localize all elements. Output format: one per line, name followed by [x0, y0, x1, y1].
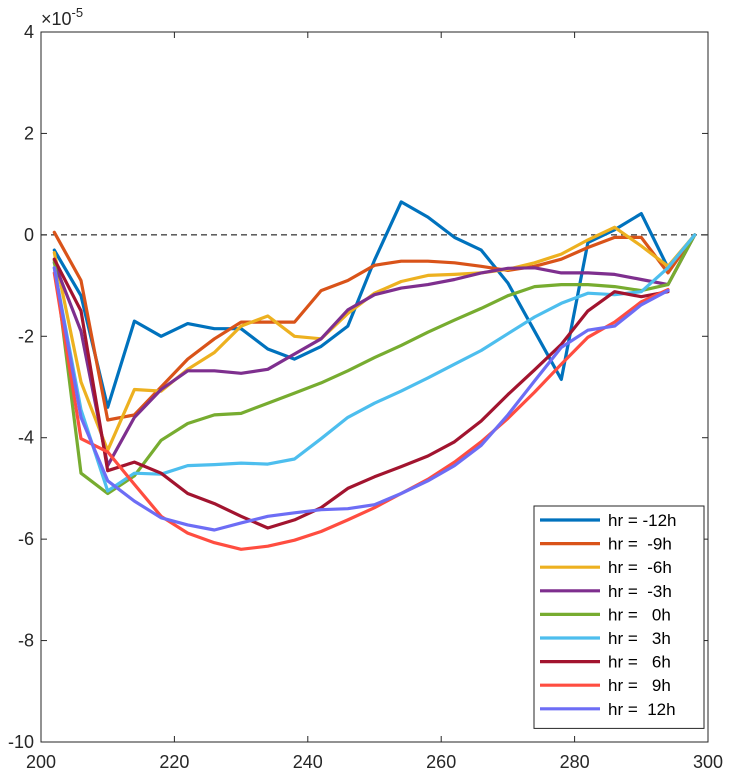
series-line-8 — [52, 266, 670, 532]
series-lines — [52, 200, 697, 551]
y-tick-label: 2 — [24, 123, 34, 143]
y-axis: -10 -8 -6 -4 -2 0 2 4 — [8, 22, 708, 752]
y-tick-label: -8 — [18, 631, 34, 651]
legend: hr = -12h hr = -9h hr = -6h hr = -3h hr = 0h… — [533, 505, 705, 729]
series-line-7 — [52, 271, 670, 551]
legend-label-6: hr = 6h — [608, 653, 671, 672]
series-line-3 — [52, 233, 697, 468]
y-axis-exponent: ×10-5 — [41, 5, 83, 29]
x-tick-label: 300 — [693, 752, 723, 772]
x-axis: 200 220 240 260 280 300 — [26, 32, 723, 772]
y-tick-label: -2 — [18, 326, 34, 346]
legend-label-7: hr = 9h — [608, 676, 671, 695]
legend-label-1: hr = -9h — [608, 535, 672, 554]
series-line-4 — [52, 233, 697, 496]
series-line-6 — [52, 257, 670, 530]
legend-label-4: hr = 0h — [608, 605, 671, 624]
y-tick-label: -4 — [18, 428, 34, 448]
y-axis-exponent-base: ×10 — [41, 9, 72, 29]
legend-label-2: hr = -6h — [608, 558, 672, 577]
legend-label-3: hr = -3h — [608, 582, 672, 601]
legend-label-5: hr = 3h — [608, 629, 671, 648]
series-line-0 — [52, 200, 697, 409]
y-tick-label: -10 — [8, 732, 34, 752]
y-tick-label: 0 — [24, 225, 34, 245]
x-tick-label: 220 — [159, 752, 189, 772]
x-tick-label: 200 — [26, 752, 56, 772]
y-tick-label: -6 — [18, 529, 34, 549]
y-tick-label: 4 — [24, 22, 34, 42]
legend-label-8: hr = 12h — [608, 700, 676, 719]
y-axis-exponent-power: -5 — [72, 5, 84, 20]
series-line-1 — [52, 230, 697, 422]
legend-label-0: hr = -12h — [608, 511, 677, 530]
x-tick-label: 280 — [560, 752, 590, 772]
x-tick-label: 260 — [426, 752, 456, 772]
x-tick-label: 240 — [293, 752, 323, 772]
